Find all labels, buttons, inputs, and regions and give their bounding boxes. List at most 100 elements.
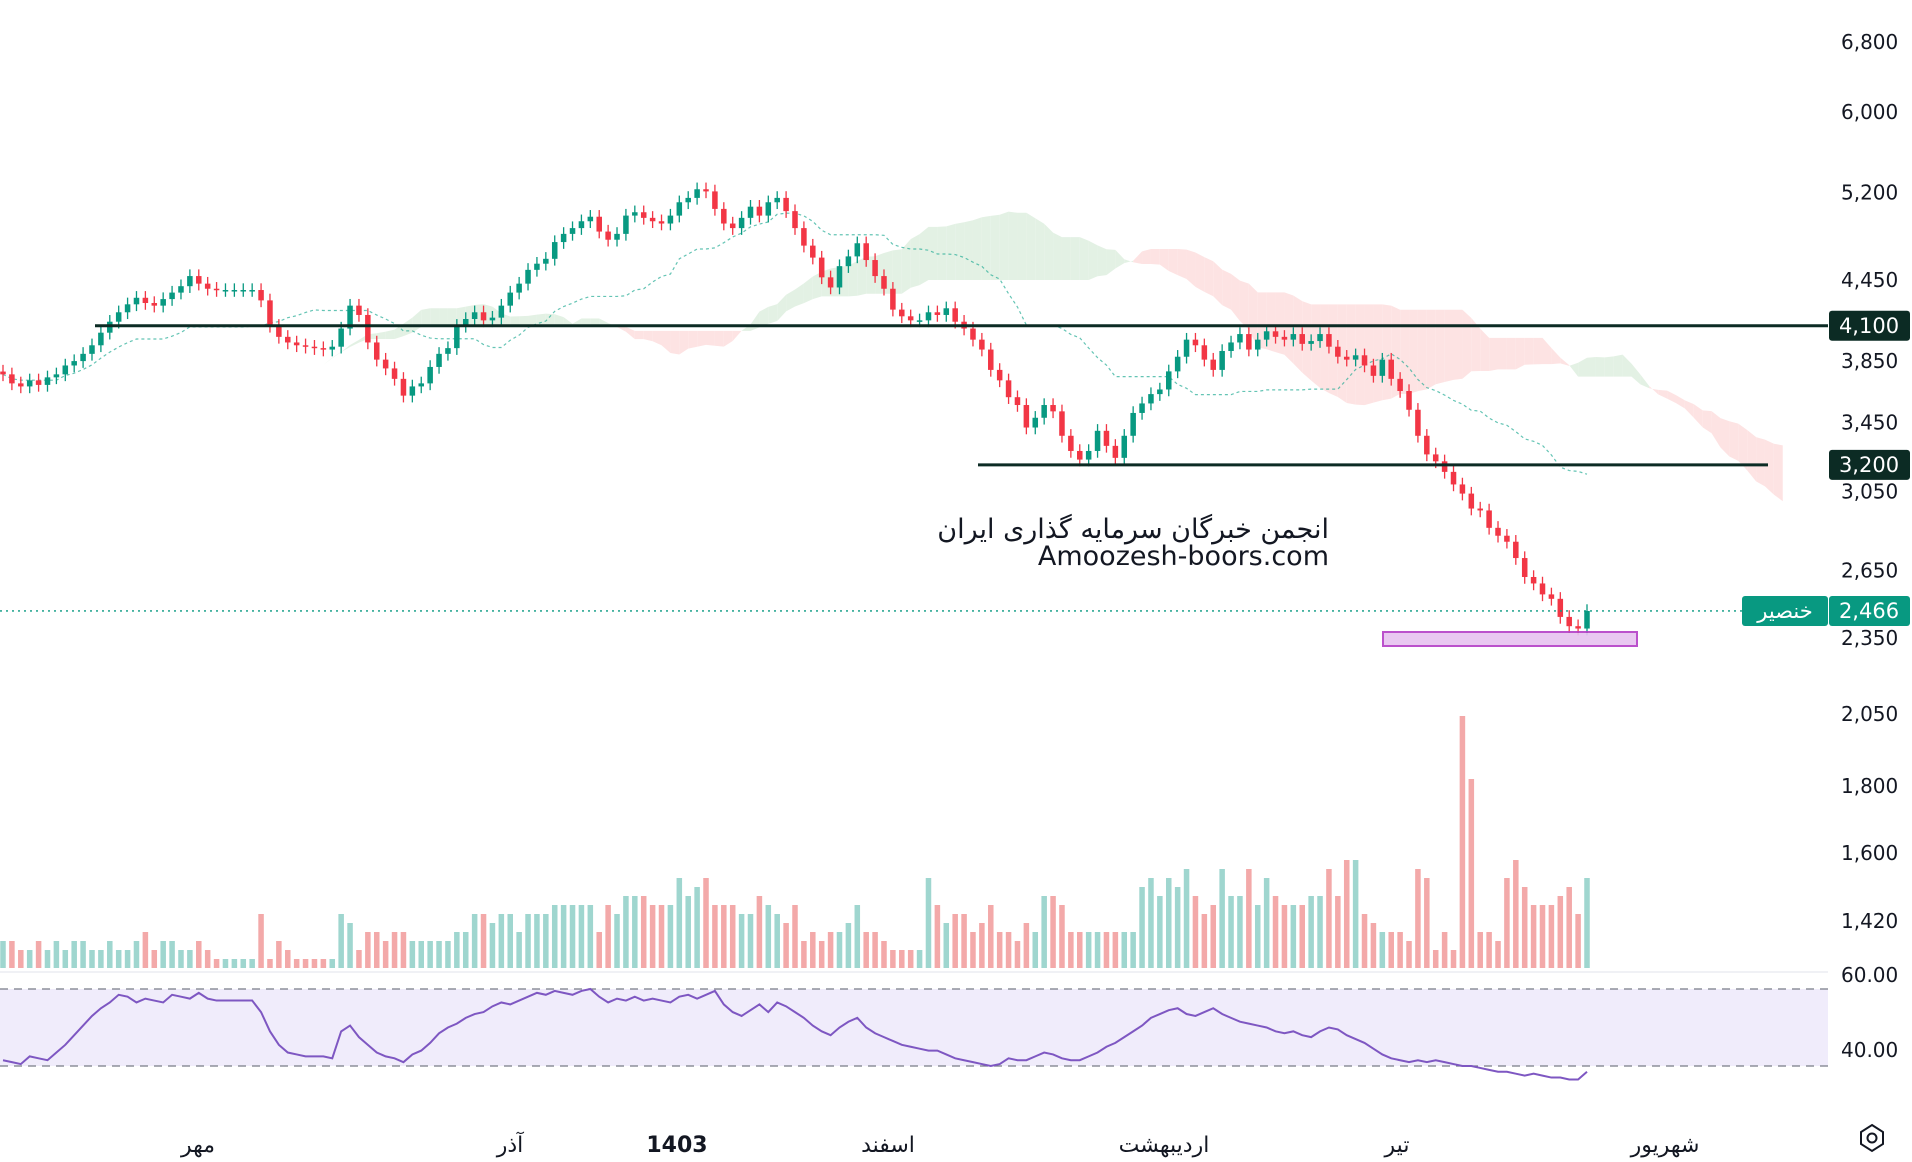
candle: [1157, 382, 1163, 401]
watermark: انجمن خبرگان سرمایه گذاری ایران Amoozesh…: [937, 513, 1329, 572]
cloud-segment: [1426, 309, 1436, 390]
level-badge: [1829, 310, 1910, 341]
candle: [204, 276, 211, 296]
cloud-segment: [723, 330, 733, 347]
cloud-segment: [1587, 357, 1596, 377]
candle: [649, 211, 656, 229]
volume-bar: [1112, 932, 1119, 968]
volume-bar: [694, 887, 700, 968]
volume-bar: [1521, 887, 1528, 968]
candle: [703, 182, 709, 199]
cloud-segment: [1649, 386, 1659, 395]
candle: [187, 269, 193, 293]
candle: [480, 305, 487, 328]
cloud-segment: [412, 309, 422, 333]
candle: [943, 301, 950, 322]
candle: [1219, 344, 1225, 377]
candle: [0, 364, 6, 382]
price-tick-label: 3,050: [1841, 480, 1898, 504]
time-axis[interactable]: مهر آذر 1403 اسفند اردیبهشت تیر شهریور: [180, 1131, 1699, 1158]
candle: [1317, 327, 1323, 348]
cloud-segment: [937, 226, 947, 280]
candle: [1210, 352, 1217, 377]
candle: [632, 205, 638, 223]
candle: [872, 253, 878, 283]
candle: [98, 325, 104, 353]
volume-bar: [1103, 932, 1110, 968]
candle: [365, 308, 371, 350]
volume-bar: [863, 932, 869, 968]
volume-bar: [1281, 905, 1288, 968]
cloud-segment: [768, 304, 778, 324]
volume-bar: [196, 941, 202, 968]
cloud-segment: [795, 283, 804, 307]
candle: [1094, 424, 1101, 458]
cloud-segment: [1756, 437, 1765, 487]
cloud-segment: [732, 330, 742, 341]
price-tick-label: 4,450: [1841, 268, 1898, 292]
candle: [587, 210, 594, 229]
volume-bar: [382, 941, 389, 968]
candle: [1504, 529, 1510, 549]
candle: [712, 184, 718, 216]
candle: [774, 191, 780, 210]
volume-bar: [1406, 941, 1412, 968]
volume-bar: [1530, 905, 1537, 968]
volume-bar: [373, 932, 380, 968]
candle: [667, 208, 674, 231]
candle: [560, 227, 567, 249]
rsi-axis[interactable]: 60.00 40.00: [1841, 963, 1898, 1062]
candle: [311, 340, 318, 355]
cloud-segment: [554, 314, 564, 327]
cloud-segment: [243, 378, 253, 381]
candle: [276, 319, 282, 344]
volume-bar: [178, 950, 184, 968]
volume-bar: [471, 914, 478, 968]
cloud-segment: [706, 330, 715, 346]
cloud-segment: [1079, 237, 1089, 280]
candle: [178, 279, 184, 300]
candle: [391, 361, 398, 386]
volume-bar: [569, 905, 576, 968]
cloud-segment: [928, 226, 938, 280]
volume-bar: [1317, 896, 1323, 968]
volume-bar: [427, 941, 433, 968]
settings-icon[interactable]: [1860, 1123, 1884, 1153]
cloud-segment: [670, 330, 680, 355]
cloud-segment: [1435, 309, 1445, 385]
cloud-segment: [1506, 337, 1516, 370]
cloud-segment: [474, 304, 484, 327]
cloud-segment: [857, 256, 867, 296]
cloud-segment: [803, 276, 813, 304]
cloud-segment: [1622, 354, 1632, 377]
cloud-segment: [1631, 363, 1641, 385]
support-zone-box[interactable]: [1382, 631, 1638, 647]
volume-bar: [747, 914, 754, 968]
cloud-segment: [1684, 400, 1694, 418]
cloud-segment: [305, 369, 315, 374]
candle: [1183, 332, 1190, 364]
cloud-segment: [688, 330, 698, 349]
time-tick-label: آذر: [496, 1131, 524, 1158]
cloud-segment: [1293, 295, 1303, 373]
price-axis[interactable]: 6,800 6,000 5,200 4,450 3,850 3,450 3,050 2,650…: [1841, 30, 1898, 933]
cloud-segment: [892, 249, 902, 294]
cloud-segment: [519, 315, 529, 327]
candle: [1272, 324, 1279, 344]
volume-bar: [1308, 896, 1314, 968]
cloud-segment: [1044, 223, 1054, 280]
cloud-segment: [510, 316, 520, 327]
volume-bar: [970, 932, 976, 968]
candle: [525, 263, 531, 291]
cloud-segment: [1729, 421, 1739, 461]
volume-bar: [649, 905, 656, 968]
cloud-segment: [981, 215, 991, 280]
candle: [356, 298, 362, 322]
candle: [471, 305, 478, 326]
volume-bar: [827, 932, 834, 968]
cloud-segment: [910, 234, 920, 288]
candle: [1281, 330, 1288, 347]
cloud-segment: [1578, 357, 1587, 377]
cloud-segment: [1569, 362, 1579, 377]
